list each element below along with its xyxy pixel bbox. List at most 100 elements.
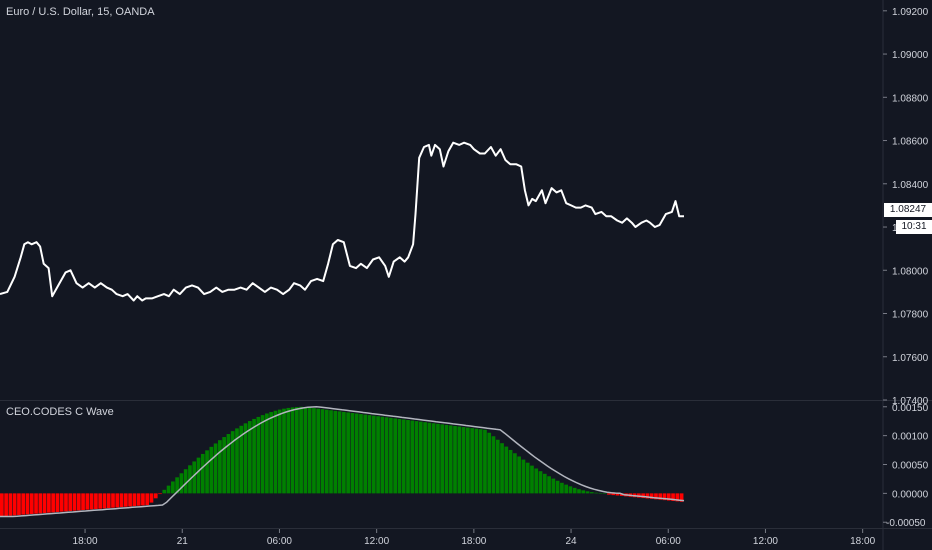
bar-countdown-label: 10:31 [896,220,932,234]
wave-bar [568,486,573,494]
wave-bar [269,412,274,494]
wave-bar [59,493,64,512]
wave-bar [252,418,256,494]
time-tick-label: 06:00 [656,536,681,547]
indicator-tick-label: 0.00150 [892,403,929,414]
wave-bar [547,476,551,494]
wave-bar [115,493,120,508]
wave-bar [564,484,569,494]
indicator-tick-label: -0.00050 [886,518,926,529]
wave-bar [384,417,389,494]
wave-bar [239,425,244,494]
wave-bar [354,413,359,494]
price-tick-label: 1.09200 [892,7,929,18]
wave-bar [487,432,492,494]
wave-bar [397,418,402,494]
wave-bar [89,493,94,510]
wave-bar [577,489,581,494]
time-tick-label: 12:00 [753,536,778,547]
price-tick-label: 1.07400 [892,396,929,407]
wave-bar [132,493,137,507]
wave-bar [312,408,316,494]
wave-bar [436,423,440,494]
wave-bar [81,493,85,511]
wave-bar [342,411,346,494]
wave-bar [29,493,34,514]
wave-bar [162,489,167,494]
wave-bar [491,436,496,494]
wave-bar [111,493,115,508]
wave-bar [265,413,269,494]
wave-bar [363,414,368,494]
wave-bar [76,493,81,511]
wave-bar [534,468,539,494]
wave-bar [333,410,338,494]
wave-bar [102,493,107,509]
wave-bar [440,424,445,494]
wave-bar [466,427,470,494]
price-pane [0,141,684,302]
wave-bar [572,487,577,494]
price-series-line [0,141,684,302]
wave-bar [98,493,103,509]
price-tick-label: 1.09000 [892,50,929,61]
wave-bar [461,427,466,494]
wave-bar [166,485,171,494]
wave-bar [662,493,667,501]
indicator-pane [0,406,685,518]
wave-bar [243,423,248,494]
wave-bar [25,493,30,515]
wave-bar [303,407,308,494]
wave-bar [230,431,235,494]
wave-bar [538,471,543,494]
wave-bar [611,493,616,496]
wave-bar [658,493,663,500]
price-tick-label: 1.08000 [892,266,929,277]
wave-bar [55,493,60,512]
wave-bar [453,425,457,494]
wave-bar [675,493,680,502]
wave-bar [324,409,329,494]
wave-bar [645,493,650,499]
wave-signal-line [0,406,685,518]
wave-bar [598,493,603,494]
wave-bar [444,424,449,494]
wave-bar [607,493,611,495]
wave-bar [517,456,521,494]
time-tick-label: 18:00 [73,536,98,547]
time-tick-label: 18:00 [461,536,486,547]
wave-bar [641,493,645,499]
wave-bar [85,493,90,510]
wave-bar [4,493,8,516]
wave-bar [286,407,291,494]
wave-bar [200,453,205,494]
wave-bar [457,426,462,494]
wave-bar [175,477,179,494]
wave-bar [495,439,500,494]
wave-bar [401,419,406,494]
wave-bar [671,493,675,501]
wave-bar [51,493,55,513]
indicator-tick-label: 0.00000 [892,489,929,500]
wave-bar [649,493,654,499]
wave-bar [192,461,197,494]
chart-title: Euro / U.S. Dollar, 15, OANDA [6,6,155,18]
wave-bar [260,415,265,494]
wave-bar [273,410,278,494]
time-tick-label: 24 [565,536,577,547]
wave-bar [94,493,98,510]
wave-bar [350,412,355,494]
wave-bar [153,493,158,499]
wave-bar [316,408,321,494]
wave-bar [205,450,209,494]
wave-bar [128,493,132,507]
wave-bar [68,493,73,512]
wave-bar [47,493,51,513]
wave-bar [346,412,350,494]
wave-bar [235,428,239,494]
time-tick-label: 06:00 [267,536,292,547]
wave-bar [12,493,17,516]
wave-bar [106,493,111,509]
wave-bar [525,462,530,494]
